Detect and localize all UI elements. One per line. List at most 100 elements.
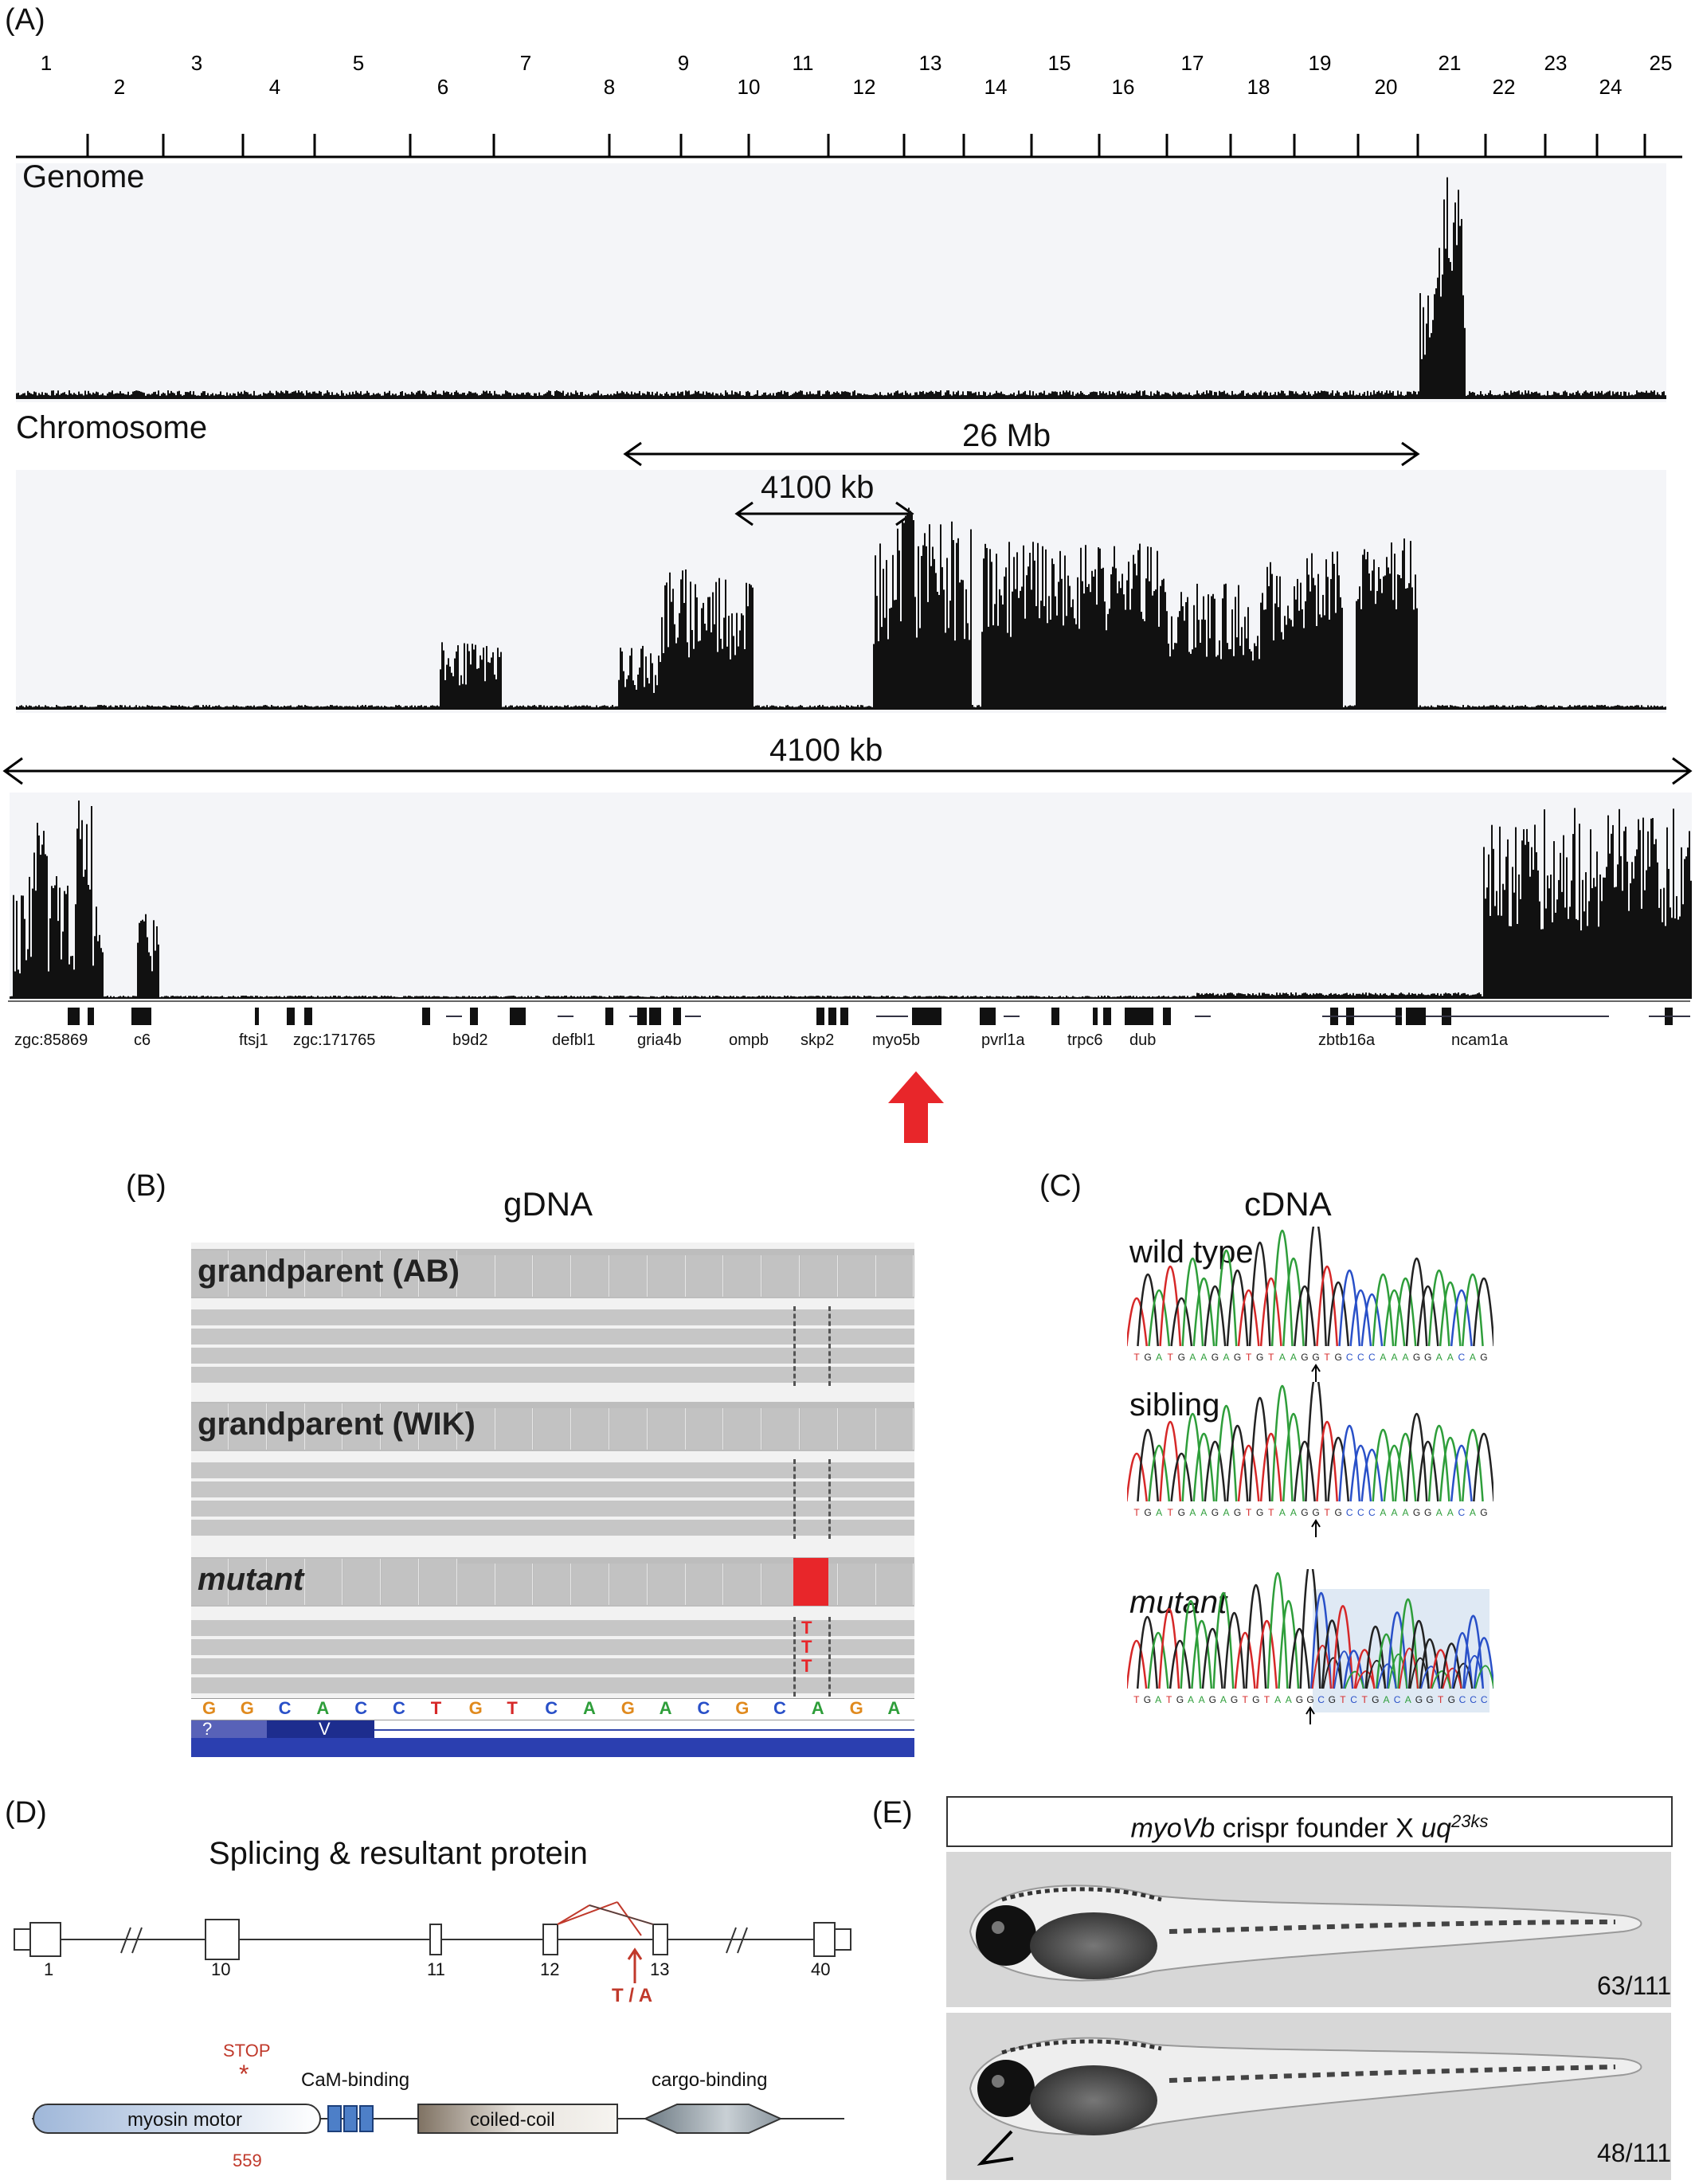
coverage-bar (1324, 615, 1325, 709)
coverage-bar (147, 393, 148, 398)
coverage-bar (1510, 706, 1512, 709)
coverage-bar (1429, 337, 1431, 398)
coverage-bar (1161, 393, 1163, 398)
coverage-bar (1016, 394, 1018, 398)
coverage-bar (250, 996, 252, 998)
coverage-bar (1180, 393, 1182, 398)
coverage-bar (459, 393, 460, 398)
trace-peak (1462, 1428, 1484, 1502)
coverage-bar (1145, 394, 1147, 398)
coverage-bar (460, 675, 462, 709)
coverage-bar (1082, 393, 1083, 398)
coverage-bar (524, 706, 526, 709)
coverage-bar (534, 393, 535, 398)
coverage-bar (22, 393, 24, 398)
coverage-bar (937, 391, 938, 398)
coverage-bar (1622, 890, 1623, 998)
coverage-bar (1074, 618, 1075, 709)
coverage-bar (675, 395, 677, 398)
coverage-bar (1200, 994, 1201, 998)
trace-peak (1201, 1628, 1223, 1689)
coverage-bar (459, 685, 460, 709)
coverage-bar (508, 392, 510, 398)
coverage-bar (972, 996, 973, 998)
coverage-bar (602, 395, 604, 398)
coverage-bar (860, 705, 862, 709)
coverage-bar (1450, 993, 1451, 998)
coverage-bar (1298, 610, 1300, 709)
coverage-bar (1416, 394, 1418, 398)
coverage-bar (476, 393, 478, 398)
coverage-bar (946, 390, 948, 398)
coverage-bar (142, 706, 143, 709)
coverage-bar (1603, 705, 1604, 709)
coverage-bar (1432, 993, 1434, 998)
coverage-bar (1434, 294, 1435, 398)
coverage-bar (615, 393, 617, 398)
coverage-bar (1649, 393, 1650, 398)
coverage-bar (1359, 586, 1360, 709)
coverage-bar (288, 393, 290, 398)
coverage-bar (1440, 993, 1442, 998)
coverage-bar (1206, 656, 1208, 709)
coverage-bar (1222, 598, 1223, 709)
coverage-bar (162, 392, 164, 398)
coverage-bar (1126, 996, 1128, 998)
coverage-bar (758, 705, 760, 709)
coverage-bar (1252, 660, 1254, 709)
coverage-bar (949, 996, 951, 998)
reference-base: C (354, 1698, 368, 1718)
coverage-bar (690, 996, 691, 998)
panel-e-header: myoVb crispr founder X uq23ks (946, 1796, 1673, 1847)
trace-peak (1127, 1639, 1148, 1689)
coverage-bar (1620, 855, 1622, 998)
coverage-bar (913, 996, 914, 998)
coverage-bar (1271, 994, 1273, 998)
coverage-bar (1273, 394, 1274, 398)
coverage-bar (1193, 394, 1195, 398)
coverage-bar (916, 637, 918, 709)
coverage-bar (897, 528, 898, 709)
coverage-bar (233, 393, 234, 398)
coverage-bar (1383, 993, 1384, 998)
coverage-bar (64, 890, 65, 998)
coverage-bar (741, 395, 742, 398)
coverage-bar (1023, 996, 1024, 998)
coverage-bar (185, 392, 186, 398)
coverage-bar (1115, 568, 1117, 709)
coverage-bar (1568, 395, 1569, 398)
coverage-bar (561, 706, 562, 709)
coverage-bar (45, 393, 46, 398)
trace-peak (1405, 1257, 1428, 1347)
coverage-bar (718, 996, 720, 998)
trace-peak (1405, 1412, 1428, 1502)
coverage-bar (45, 854, 46, 998)
coverage-bar (1413, 609, 1415, 709)
coverage-bar (1317, 573, 1319, 709)
coverage-bar (523, 393, 524, 398)
coverage-bar (954, 640, 956, 709)
coverage-bar (672, 589, 674, 709)
coverage-bar (550, 390, 551, 398)
coverage-bar (226, 392, 228, 398)
coverage-bar (941, 996, 943, 998)
coverage-bar (594, 996, 596, 998)
coverage-bar (1109, 996, 1110, 998)
coverage-bar (228, 996, 229, 998)
reference-base: A (811, 1698, 824, 1718)
coverage-bar (256, 706, 258, 709)
coverage-bar (1037, 542, 1039, 709)
coverage-bar (996, 996, 997, 998)
coverage-bar (1609, 706, 1611, 709)
coverage-bar (593, 996, 594, 998)
coverage-bar (1104, 393, 1106, 398)
coverage-bar (999, 996, 1000, 998)
coverage-bar (51, 706, 53, 709)
coverage-bar (1453, 706, 1454, 709)
coverage-bar (1633, 879, 1634, 998)
coverage-cell (724, 1408, 762, 1450)
coverage-bar (164, 996, 166, 998)
exon-label-1: 1 (44, 1959, 54, 1979)
coverage-bar (413, 393, 414, 398)
coverage-bar (879, 543, 881, 709)
